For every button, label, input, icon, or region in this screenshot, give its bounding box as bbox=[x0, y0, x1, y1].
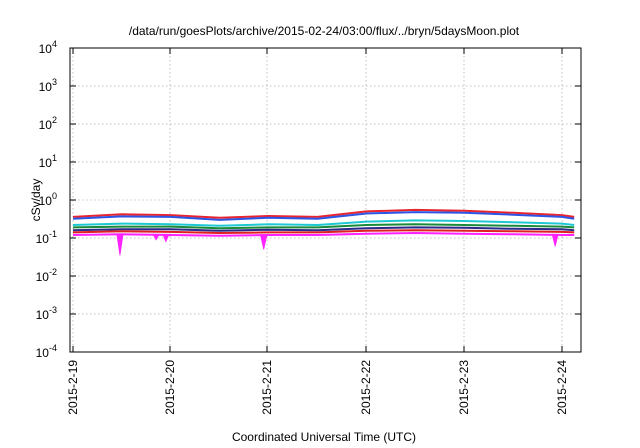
x-axis-title: Coordinated Universal Time (UTC) bbox=[232, 430, 416, 444]
x-tick-label: 2015-2-21 bbox=[260, 360, 274, 415]
y-axis-title: cSv/day bbox=[29, 179, 43, 222]
y-tick-label: 100 bbox=[39, 191, 57, 208]
series-spike bbox=[162, 233, 170, 243]
x-axis-ticks: 2015-2-19 2015-2-20 2015-2-21 2015-2-22 2015… bbox=[66, 48, 569, 415]
y-tick-label: 10-1 bbox=[36, 229, 57, 246]
chart-title: /data/run/goesPlots/archive/2015-02-24/0… bbox=[129, 24, 520, 38]
y-tick-label: 10-3 bbox=[36, 305, 57, 322]
series-line bbox=[72, 226, 575, 232]
series-line bbox=[72, 208, 575, 219]
y-tick-label: 102 bbox=[39, 115, 57, 132]
y-tick-label: 103 bbox=[39, 77, 57, 94]
series-line bbox=[72, 223, 575, 230]
series-line bbox=[72, 232, 575, 237]
y-axis-ticks: 104 103 102 101 100 10-1 10-2 10-3 10-4 bbox=[36, 39, 581, 360]
series-spike bbox=[551, 233, 559, 247]
y-tick-label: 101 bbox=[39, 153, 57, 170]
series-lines bbox=[72, 208, 575, 256]
series-line bbox=[72, 219, 575, 227]
series-spike bbox=[152, 233, 160, 241]
x-tick-label: 2015-2-23 bbox=[457, 360, 471, 415]
series-line bbox=[72, 211, 575, 221]
series-spike bbox=[260, 235, 268, 250]
x-tick-label: 2015-2-20 bbox=[163, 360, 177, 415]
series-line bbox=[72, 229, 575, 234]
y-tick-label: 10-2 bbox=[36, 267, 57, 284]
x-tick-label: 2015-2-22 bbox=[359, 360, 373, 415]
x-tick-label: 2015-2-19 bbox=[66, 360, 80, 415]
x-tick-label: 2015-2-24 bbox=[555, 360, 569, 415]
series-spike bbox=[116, 234, 124, 256]
y-tick-label: 104 bbox=[39, 39, 57, 56]
y-tick-label: 10-4 bbox=[36, 343, 57, 360]
